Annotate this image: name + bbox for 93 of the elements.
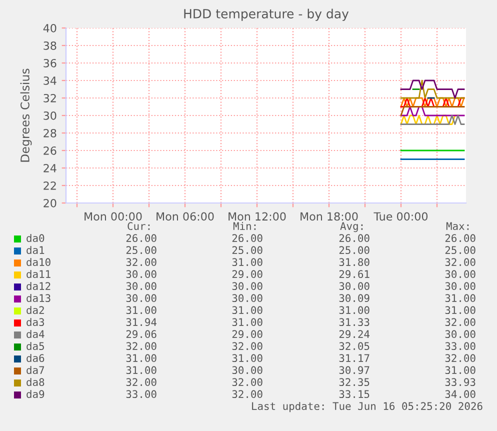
y-tick-label: 38 [44,41,56,50]
text: 31.00 [126,306,156,314]
text: 32.00 [232,378,262,386]
text: 30.00 [126,294,156,302]
legend-label: da6 [26,354,44,362]
text: 33.00 [445,342,476,350]
text: 33.15 [339,390,370,398]
y-tick-label: 30 [44,111,56,120]
text: 33.00 [126,390,156,398]
text: 32.00 [126,258,156,266]
legend-label: da12 [26,282,50,290]
text: 32.00 [445,258,476,266]
legend-label: da9 [26,390,44,398]
text: 31.00 [445,306,476,314]
text: 29.24 [339,330,370,338]
x-tick-label: Tue 00:00 [374,212,428,221]
text: Max: [446,222,469,230]
text: 26.00 [232,234,262,242]
legend-label: da13 [26,294,50,302]
legend-label: da3 [26,318,44,326]
text: 32.00 [126,342,156,350]
y-tick-label: 26 [44,146,56,155]
x-tick-label: Mon 00:00 [84,212,142,221]
text: 32.00 [232,342,262,350]
legend-label: da7 [26,366,44,374]
legend-label: da10 [26,258,50,266]
text: 29.00 [232,330,262,338]
text: 32.00 [445,318,476,326]
text: 31.00 [126,354,156,362]
text: 30.00 [126,282,156,290]
text: Min: [233,222,256,230]
legend-label: da11 [26,270,50,278]
y-tick-label: 28 [44,128,56,138]
legend-label: da8 [26,378,44,386]
text: 25.00 [126,246,156,254]
chart-title: HDD temperature - by day [184,8,349,21]
text: 31.00 [232,318,262,326]
text: 31.00 [232,354,262,362]
text: 31.00 [445,294,476,302]
text: 32.00 [232,390,262,398]
text: 33.93 [445,378,476,386]
text: Avg: [340,222,363,232]
y-axis-title: Degrees Celsius [20,68,32,162]
text: 30.00 [232,294,262,302]
x-tick-label: Mon 06:00 [156,212,214,221]
text: 30.00 [232,282,262,290]
text: 30.97 [339,366,370,374]
text: 31.00 [126,366,156,374]
text: 25.00 [232,246,262,254]
text: 25.00 [339,246,370,254]
text: 32.00 [445,354,476,362]
text: 32.00 [126,378,156,386]
text: 30.00 [126,270,156,278]
text: 31.00 [232,258,262,266]
legend-label: da0 [26,234,44,242]
text: 31.00 [445,366,476,374]
text: 26.00 [445,234,476,242]
text: 31.33 [339,318,370,326]
text: 30.00 [339,282,370,290]
text: 32.35 [339,378,370,386]
y-tick-label: 32 [44,94,56,102]
y-tick-label: 34 [44,76,56,85]
text: 30.00 [445,270,476,278]
text: 29.06 [126,330,156,338]
x-tick-label: Mon 18:00 [300,212,358,221]
text: 30.00 [445,330,476,338]
text: Cur: [128,222,150,230]
text: 31.94 [126,318,157,326]
y-tick-label: 22 [44,181,56,190]
text: 26.00 [126,234,156,242]
text: 31.00 [339,306,370,314]
y-tick-label: 24 [44,164,56,172]
legend-label: da5 [26,342,44,350]
y-tick-label: 40 [43,24,56,32]
legend-label: da2 [26,306,44,314]
text: 34.00 [445,390,476,398]
text: 26.00 [339,234,370,242]
text: 25.00 [445,246,476,254]
y-tick-label: 20 [44,198,56,208]
y-tick-label: 36 [44,58,56,68]
x-tick-label: Mon 12:00 [228,212,286,221]
text: 30.00 [232,366,262,374]
legend-label: da4 [26,330,44,338]
legend-label: da1 [26,246,44,254]
text: Last update: Tue Jun 16 05:25:20 2026 [252,402,482,412]
text: 31.80 [339,258,370,266]
text: 30.00 [445,282,476,290]
text: 29.61 [339,270,370,278]
text: 31.17 [339,354,370,362]
text: 31.00 [232,306,262,314]
text: 30.09 [339,294,370,302]
text: 32.05 [339,342,370,350]
text: 29.00 [232,270,262,278]
